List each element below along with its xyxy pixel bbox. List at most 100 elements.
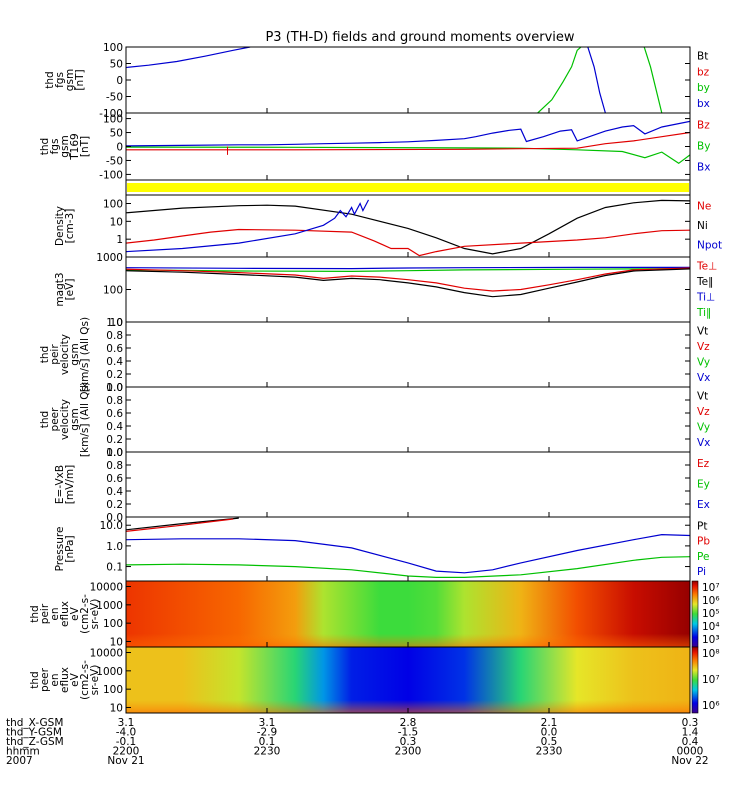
panel-peir_vel: 1.00.80.60.40.20.0thdpeirvelocitygsm[km/… bbox=[39, 317, 710, 394]
time-axis-value: 2.1 bbox=[541, 717, 558, 729]
time-axis-value: 2.8 bbox=[400, 717, 417, 729]
legend-entry-Ez: Ez bbox=[697, 458, 710, 470]
y-axis-label-line: [nPa] bbox=[64, 535, 76, 562]
y-tick-label: 10 bbox=[110, 216, 123, 228]
y-tick-label: 10.0 bbox=[100, 520, 123, 532]
y-tick-label: 0.4 bbox=[106, 421, 123, 433]
y-axis-label-line: [eV] bbox=[64, 279, 76, 301]
time-axis-value: 1.4 bbox=[682, 727, 699, 739]
y-axis-label-line: [mV/m] bbox=[64, 465, 76, 504]
y-axis-label-line: eflux bbox=[59, 667, 71, 693]
time-axis-row-label: thd_Z-GSM bbox=[6, 736, 64, 748]
y-axis-label-line: [km/s] (All Qs) bbox=[79, 382, 91, 457]
y-tick-label: 100 bbox=[103, 684, 123, 696]
legend-entry-Bt: Bt bbox=[697, 51, 708, 63]
y-axis-label-line: magt3 bbox=[54, 272, 66, 306]
y-tick-label: -50 bbox=[106, 155, 123, 167]
y-axis-label-line: thd bbox=[39, 411, 51, 428]
y-tick-label: 50 bbox=[110, 59, 123, 71]
legend-entry-Ne: Ne bbox=[697, 201, 711, 213]
y-tick-label: 0.8 bbox=[106, 395, 123, 407]
time-axis-value: 0.3 bbox=[400, 736, 417, 748]
panel-bg bbox=[126, 195, 690, 257]
y-tick-label: 0.4 bbox=[106, 486, 123, 498]
y-tick-label: 1 bbox=[116, 234, 123, 246]
time-axis-value: 0.4 bbox=[682, 736, 699, 748]
panel-peer_spec: 10⁸ 10⁷ 10⁶ 10000 1000 100 10 thdpeerenefluxeV(… bbox=[29, 646, 720, 714]
time-axis-row-label: thd_X-GSM bbox=[6, 717, 63, 729]
legend-entry-Pe: Pe bbox=[697, 551, 709, 563]
colorbar-tick-label: 10⁶ bbox=[702, 595, 720, 607]
panel-bg bbox=[126, 517, 690, 581]
y-axis-label-line: en bbox=[49, 607, 61, 620]
y-tick-label: 1.0 bbox=[106, 541, 123, 553]
flag-band bbox=[127, 183, 689, 192]
series-line-Bx bbox=[126, 120, 690, 147]
y-tick-label: 0 bbox=[116, 142, 123, 154]
colorbar bbox=[691, 580, 699, 648]
y-tick-label: 1000 bbox=[96, 252, 123, 264]
series-line-Pt bbox=[126, 517, 239, 531]
panel-bg bbox=[126, 322, 690, 387]
y-tick-label: 0.6 bbox=[106, 473, 123, 485]
y-tick-label: 0.0 bbox=[106, 447, 123, 459]
y-axis-label-line: (cm2-s- bbox=[79, 660, 91, 700]
y-axis-label-line: sr-eV) bbox=[89, 665, 101, 696]
time-axis-value: 0.0 bbox=[541, 727, 558, 739]
colorbar-tick-label: 10⁷ bbox=[702, 674, 720, 686]
series-line-Pb bbox=[126, 518, 234, 532]
panel-peer_vel: 1.00.80.60.40.20.0thdpeervelocitygsm[km/… bbox=[39, 382, 710, 459]
series-line-Ti‖ bbox=[126, 268, 690, 273]
legend-entry-Bz: Bz bbox=[697, 120, 710, 132]
y-tick-label: 1.0 bbox=[106, 382, 123, 394]
time-axis-value: 2330 bbox=[536, 746, 563, 758]
y-tick-label: 10 bbox=[110, 317, 123, 329]
series-line-Bz bbox=[126, 131, 690, 151]
legend-entry-bz: bz bbox=[697, 66, 710, 78]
y-axis-label-line: thd bbox=[29, 605, 41, 622]
panel-bg bbox=[126, 452, 690, 517]
y-tick-label: 0.4 bbox=[106, 356, 123, 368]
panel-pressure: 10.0 1.0 0.1 Pressure[nPa] Pt Pb Pe Pi bbox=[54, 516, 710, 582]
y-tick-label: -50 bbox=[106, 92, 123, 104]
time-axis-value: 3.1 bbox=[118, 717, 135, 729]
series-line-bx bbox=[587, 47, 606, 113]
series-line-Ni bbox=[126, 199, 690, 255]
series-line-Pe bbox=[126, 556, 690, 579]
y-axis-label-line: T169 bbox=[69, 133, 81, 160]
legend-entry-Pt: Pt bbox=[697, 520, 707, 532]
legend-entry-Vz: Vz bbox=[697, 406, 710, 418]
legend-entry-by: by bbox=[697, 82, 710, 94]
y-tick-label: 0 bbox=[116, 75, 123, 87]
y-axis-label-line: thd bbox=[39, 138, 51, 155]
y-tick-label: 100 bbox=[103, 42, 123, 54]
y-axis-label-line: (cm2-s- bbox=[79, 594, 91, 634]
time-axis-value: 0.5 bbox=[541, 736, 558, 748]
y-tick-label: 0.8 bbox=[106, 330, 123, 342]
series-line-by bbox=[537, 47, 582, 113]
time-axis-row-label: 2007 bbox=[6, 755, 33, 767]
y-tick-label: 10 bbox=[110, 636, 123, 648]
time-axis-value: 0.1 bbox=[259, 736, 276, 748]
y-tick-label: 0.0 bbox=[106, 382, 123, 394]
y-axis-label-line: sr-eV) bbox=[89, 599, 101, 630]
legend-entry-Te‖: Te‖ bbox=[696, 276, 713, 288]
legend-entry-Bx: Bx bbox=[697, 161, 710, 173]
legend-entry-Ti⊥: Ti⊥ bbox=[696, 291, 715, 303]
figure-title: P3 (TH-D) fields and ground moments over… bbox=[265, 30, 574, 45]
colorbar-tick-label: 10⁸ bbox=[702, 648, 720, 660]
y-axis-label-line: thd bbox=[29, 671, 41, 688]
series-line-Ne bbox=[126, 228, 690, 257]
time-axis-value: 2300 bbox=[395, 746, 422, 758]
legend-entry-Vt: Vt bbox=[697, 326, 708, 338]
y-tick-label: 100 bbox=[103, 199, 123, 211]
legend-entry-Npot: Npot bbox=[697, 239, 722, 251]
series-line-Pi bbox=[126, 533, 690, 574]
panel-density: 100 10 1 Density[cm-3] Ne Ni Npot bbox=[54, 194, 722, 258]
legend-entry-Ti‖: Ti‖ bbox=[696, 307, 711, 319]
y-axis-label-line: velocity bbox=[59, 399, 71, 440]
time-axis-value: 2230 bbox=[254, 746, 281, 758]
